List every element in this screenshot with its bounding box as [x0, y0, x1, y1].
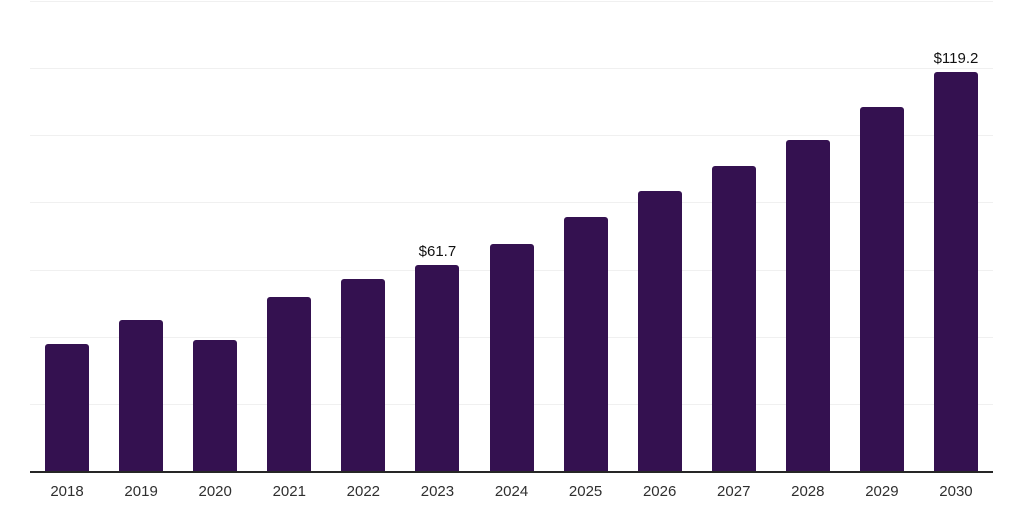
- x-tick-2029: 2029: [865, 483, 899, 500]
- bar-slot-2026: [623, 2, 697, 472]
- bar-slot-2024: [474, 2, 548, 472]
- bar-value-label-2030: $119.2: [933, 49, 979, 67]
- bar-slot-2028: [771, 2, 845, 472]
- bar-2019: [119, 319, 164, 472]
- gridline-80: [30, 202, 993, 204]
- bar-2018: [45, 344, 90, 472]
- bar-slot-2030: $119.2: [919, 2, 993, 472]
- gridline-120: [30, 68, 993, 70]
- x-tick-2020: 2020: [198, 483, 232, 500]
- bar-2024: [489, 244, 534, 472]
- bar-2025: [563, 217, 608, 472]
- x-tick-2027: 2027: [717, 483, 751, 500]
- bar-2023: $61.7: [415, 243, 460, 472]
- x-tick-2018: 2018: [50, 483, 84, 500]
- gridline-100: [30, 135, 993, 137]
- x-tick-2022: 2022: [346, 483, 381, 500]
- bar-2028: [785, 139, 830, 472]
- bar-2030: $119.2: [934, 50, 978, 472]
- bar-slot-2029: [845, 2, 919, 472]
- bar-2020: [193, 340, 238, 472]
- bar-slot-2022: [326, 2, 400, 472]
- bar-slot-2021: [252, 2, 326, 472]
- bar-slot-2027: [697, 2, 771, 472]
- x-axis-tick-labels: 2018 2019 2020 2021 2022 2023 2024 2025 2026 2027…: [30, 483, 993, 500]
- bar-2027: [711, 165, 756, 472]
- bar-slot-2025: [549, 2, 623, 472]
- x-axis-line: [30, 471, 993, 473]
- x-tick-2021: 2021: [272, 483, 306, 500]
- x-tick-2023: 2023: [420, 483, 455, 500]
- bar-slot-2018: [30, 2, 104, 472]
- bar-slot-2023: $61.7: [400, 2, 474, 472]
- bar-value-label-2023: $61.7: [418, 242, 457, 260]
- x-tick-2028: 2028: [791, 483, 825, 500]
- x-tick-2019: 2019: [124, 483, 158, 500]
- plot-area: $61.7 $119.2: [30, 1, 993, 472]
- bar-2029: [859, 107, 904, 472]
- bar-slot-2020: [178, 2, 252, 472]
- bar-2022: [341, 278, 386, 472]
- x-tick-2024: 2024: [494, 483, 529, 500]
- x-tick-2025: 2025: [568, 483, 603, 500]
- x-tick-2030: 2030: [939, 483, 973, 500]
- bar-2021: [267, 296, 312, 472]
- bars-row: $61.7 $119.2: [30, 2, 993, 472]
- gridline-140: [30, 1, 993, 2]
- bar-2026: [637, 191, 682, 472]
- bar-slot-2019: [104, 2, 178, 472]
- x-tick-2026: 2026: [642, 483, 677, 500]
